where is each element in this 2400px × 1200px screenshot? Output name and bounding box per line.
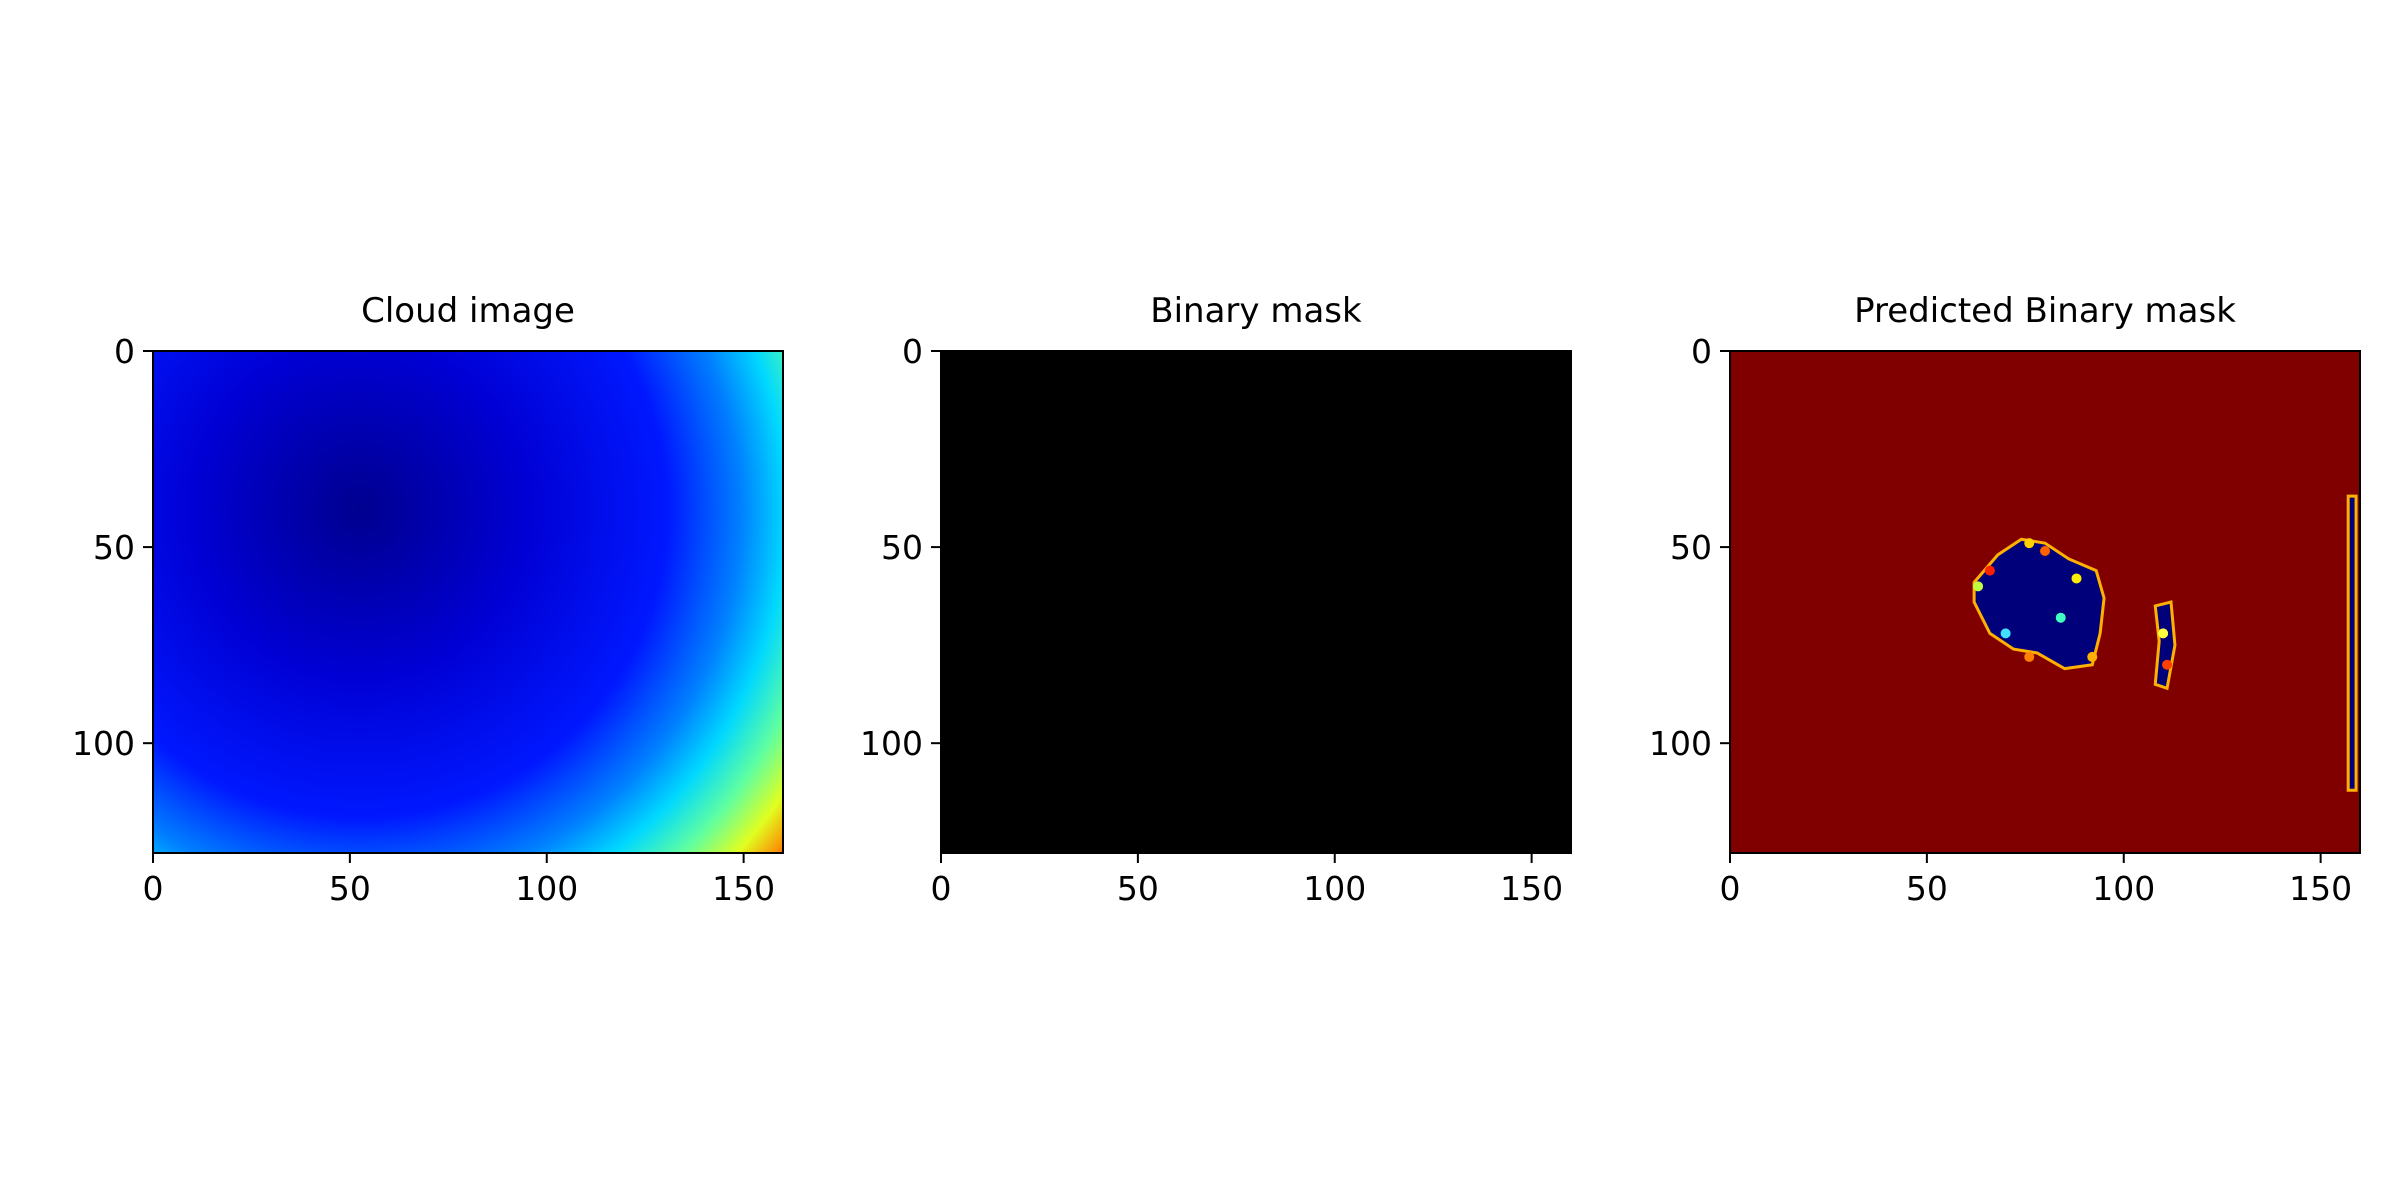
x-tick-label: 150 bbox=[2289, 869, 2352, 908]
x-tick-label: 100 bbox=[2092, 869, 2155, 908]
y-tick-label: 0 bbox=[1691, 332, 1712, 371]
panel-title: Predicted Binary mask bbox=[1854, 291, 2236, 331]
x-tick-label: 50 bbox=[1117, 869, 1159, 908]
region-accent-pixel bbox=[2087, 651, 2098, 662]
x-tick-label: 100 bbox=[1303, 869, 1366, 908]
x-tick-label: 50 bbox=[1906, 869, 1948, 908]
panel-binary-mask: Binary mask 0 50 100 150 0 50 100 bbox=[860, 291, 1572, 908]
x-tick-label: 0 bbox=[931, 869, 952, 908]
region-streak-2 bbox=[2346, 494, 2358, 792]
panel-title: Cloud image bbox=[361, 291, 575, 331]
y-axis: 0 50 100 bbox=[1649, 332, 1730, 763]
region-accent-pixel bbox=[2040, 546, 2050, 557]
y-tick-label: 100 bbox=[860, 724, 923, 763]
region-accent-pixel bbox=[2162, 659, 2173, 670]
x-axis: 0 50 100 150 bbox=[931, 853, 1563, 908]
panel-cloud-image: Cloud image 0 50 100 150 0 50 100 bbox=[72, 291, 784, 908]
x-tick-label: 0 bbox=[143, 869, 164, 908]
region-accent-pixel bbox=[2158, 628, 2169, 639]
region-accent-pixel bbox=[2024, 651, 2035, 662]
x-axis: 0 50 100 150 bbox=[1720, 853, 2352, 908]
x-tick-label: 100 bbox=[515, 869, 578, 908]
y-axis: 0 50 100 bbox=[860, 332, 941, 763]
axes-frame bbox=[940, 350, 1572, 854]
y-tick-label: 0 bbox=[902, 332, 923, 371]
binary-mask-heatmap bbox=[941, 351, 1571, 853]
y-tick-label: 50 bbox=[881, 528, 923, 567]
x-tick-label: 150 bbox=[1500, 869, 1563, 908]
region-accent-pixel bbox=[2024, 538, 2035, 549]
region-accent-pixel bbox=[2055, 612, 2066, 623]
predicted-regions bbox=[1972, 494, 2358, 792]
axes-frame bbox=[1729, 350, 2361, 854]
x-axis: 0 50 100 150 bbox=[143, 853, 775, 908]
cloud-image-heatmap bbox=[153, 351, 783, 853]
y-tick-label: 50 bbox=[93, 528, 135, 567]
x-tick-label: 0 bbox=[1720, 869, 1741, 908]
region-accent-pixel bbox=[1984, 565, 1995, 576]
panel-title: Binary mask bbox=[1150, 291, 1362, 331]
region-accent-pixel bbox=[2071, 573, 2082, 584]
region-accent-pixel bbox=[1973, 581, 1984, 592]
y-tick-label: 100 bbox=[72, 724, 135, 763]
axes-frame bbox=[152, 350, 784, 854]
panel-predicted-binary-mask: Predicted Binary mask 0 50 100 150 0 50 100 bbox=[1649, 291, 2361, 908]
region-accent-pixel bbox=[2000, 628, 2011, 639]
x-tick-label: 50 bbox=[329, 869, 371, 908]
y-axis: 0 50 100 bbox=[72, 332, 153, 763]
x-tick-label: 150 bbox=[712, 869, 775, 908]
y-tick-label: 50 bbox=[1670, 528, 1712, 567]
y-tick-label: 100 bbox=[1649, 724, 1712, 763]
y-tick-label: 0 bbox=[114, 332, 135, 371]
